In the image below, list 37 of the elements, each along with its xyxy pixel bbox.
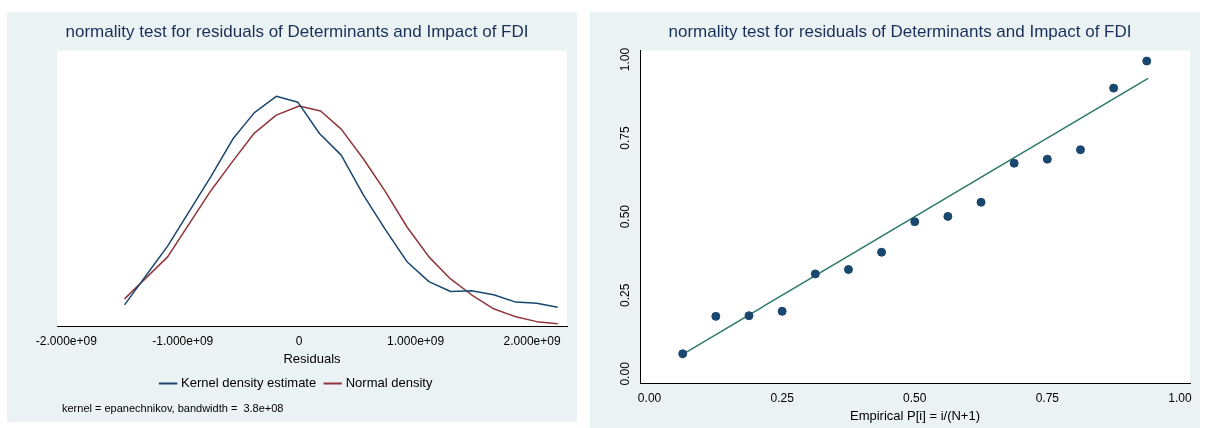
point	[744, 311, 754, 321]
point	[1109, 83, 1119, 93]
x-tick-label: 0	[295, 333, 303, 348]
y-tick-label: 0.00	[618, 361, 633, 386]
point	[943, 211, 953, 221]
point	[678, 349, 688, 359]
legend-label: Kernel density estimate	[181, 375, 317, 391]
point	[711, 311, 721, 321]
point	[843, 265, 853, 275]
y-tick-label: 0.25	[618, 283, 633, 307]
x-tick-label: 1.00	[1168, 390, 1192, 405]
point	[1075, 145, 1085, 155]
point	[810, 269, 820, 279]
x-tick-label: 0.50	[903, 390, 927, 405]
point	[1142, 56, 1152, 66]
x-tick-label: 2.000e+09	[503, 333, 561, 348]
text: kernel = epanechnikov, bandwidth = 3.8e+08	[62, 401, 284, 414]
x-tick-label: 0.00	[637, 390, 662, 405]
x-tick-label: 0.75	[1035, 390, 1060, 405]
x-axis-title: Residuals	[283, 350, 342, 366]
point	[910, 217, 920, 227]
x-tick-label: -2.000e+09	[35, 333, 98, 348]
legend-label: Normal density	[345, 375, 433, 391]
point	[877, 247, 887, 257]
point	[777, 306, 787, 316]
x-tick-label: 1.000e+09	[387, 333, 445, 348]
point	[976, 197, 986, 207]
point	[1042, 154, 1052, 164]
y-tick-label: 1.00	[618, 47, 633, 72]
chart-title: normality test for residuals of Determinants and Impact of FDI	[668, 21, 1132, 41]
y-tick-label: 0.50	[618, 204, 633, 229]
x-tick-label: -1.000e+09	[152, 333, 214, 348]
point	[1009, 158, 1019, 168]
chart-title: normality test for residuals of Determinants and Impact of FDI	[65, 21, 529, 41]
x-tick-label: 0.25	[770, 390, 795, 405]
x-axis-title: Empirical P[i] = i/(N+1)	[849, 407, 981, 423]
y-tick-label: 0.75	[618, 126, 633, 150]
